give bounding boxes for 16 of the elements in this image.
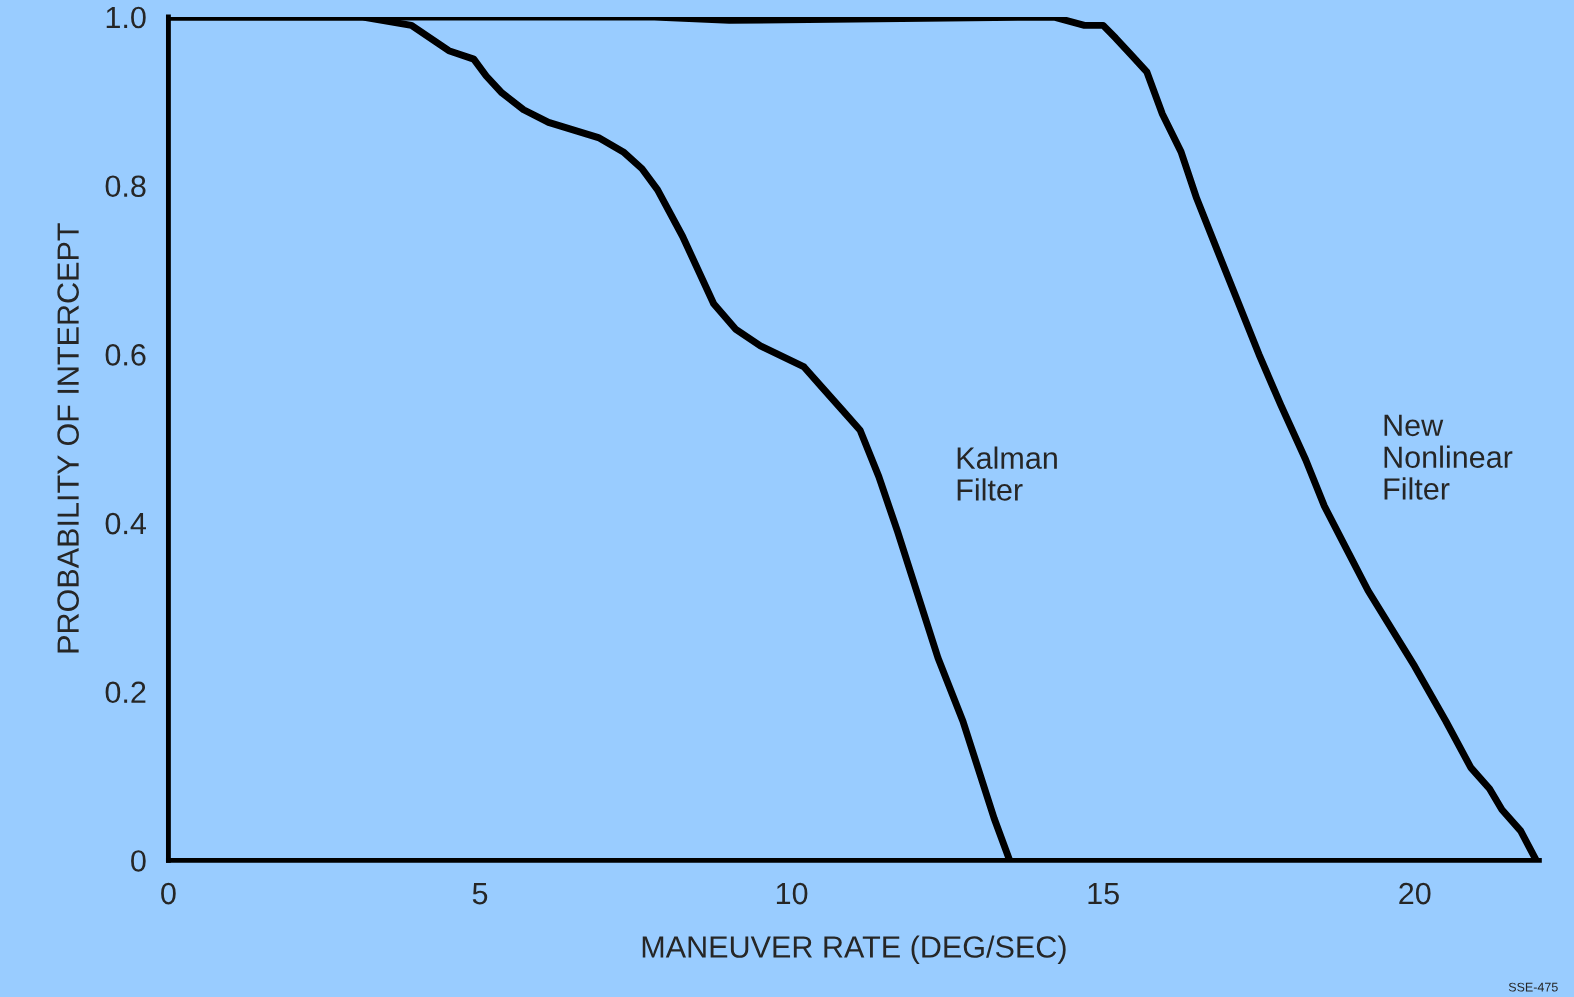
x-tick-label: 15 (1088, 883, 1119, 905)
x-axis-title: MANEUVER RATE (DEG/SEC) (642, 935, 1066, 964)
x-tick-label: 0 (161, 882, 176, 905)
x-tick-label: 5 (472, 883, 488, 905)
y-tick-label: 0.2 (105, 681, 146, 704)
y-axis-title: PROBABILITY OF INTERCEPT (57, 223, 79, 653)
y-tick-label: 1.0 (106, 6, 146, 29)
y-tick-label: 0.8 (105, 175, 146, 198)
text: SSE-475 (1508, 982, 1558, 992)
y-tick-label: 0 (131, 850, 146, 872)
y-tick-label: 0.6 (105, 344, 146, 366)
x-tick-label: 10 (776, 882, 808, 905)
y-tick-label: 0.4 (105, 512, 146, 535)
text: Kalman Filter (957, 446, 1057, 501)
series-label: New Nonlinear Filter (1384, 414, 1513, 500)
x-tick-label: 20 (1399, 882, 1431, 905)
